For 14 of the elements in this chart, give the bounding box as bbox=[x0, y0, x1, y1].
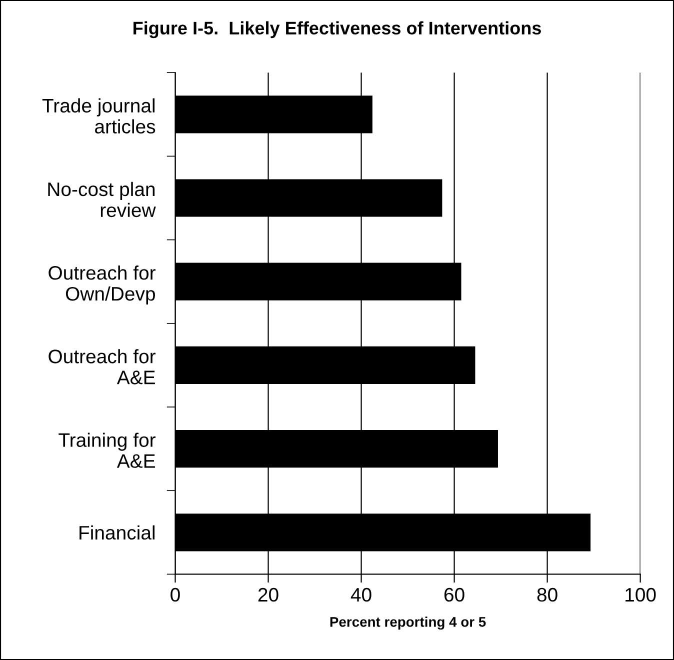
x-tick-label: 60 bbox=[444, 588, 464, 602]
y-tick-label: Trade journal articles bbox=[42, 98, 156, 134]
x-axis-title: Percent reporting 4 or 5 bbox=[330, 616, 486, 630]
y-tick-label: Outreach for A&E bbox=[48, 349, 156, 384]
x-tick-label: 80 bbox=[537, 588, 558, 602]
y-tick-label: No-cost plan review bbox=[48, 182, 156, 218]
chart-title: Figure I-5. Likely Effectiveness of Interventions bbox=[134, 21, 541, 38]
x-tick-label: 40 bbox=[350, 588, 372, 602]
x-tick-label: 0 bbox=[170, 588, 180, 602]
x-tick-label: 20 bbox=[258, 588, 278, 602]
x-tick-label: 100 bbox=[626, 588, 656, 602]
y-tick-label: Outreach for Own/Devp bbox=[48, 265, 156, 305]
y-tick-label: Training for A&E bbox=[58, 432, 156, 468]
y-tick-label: Financial bbox=[80, 525, 154, 540]
